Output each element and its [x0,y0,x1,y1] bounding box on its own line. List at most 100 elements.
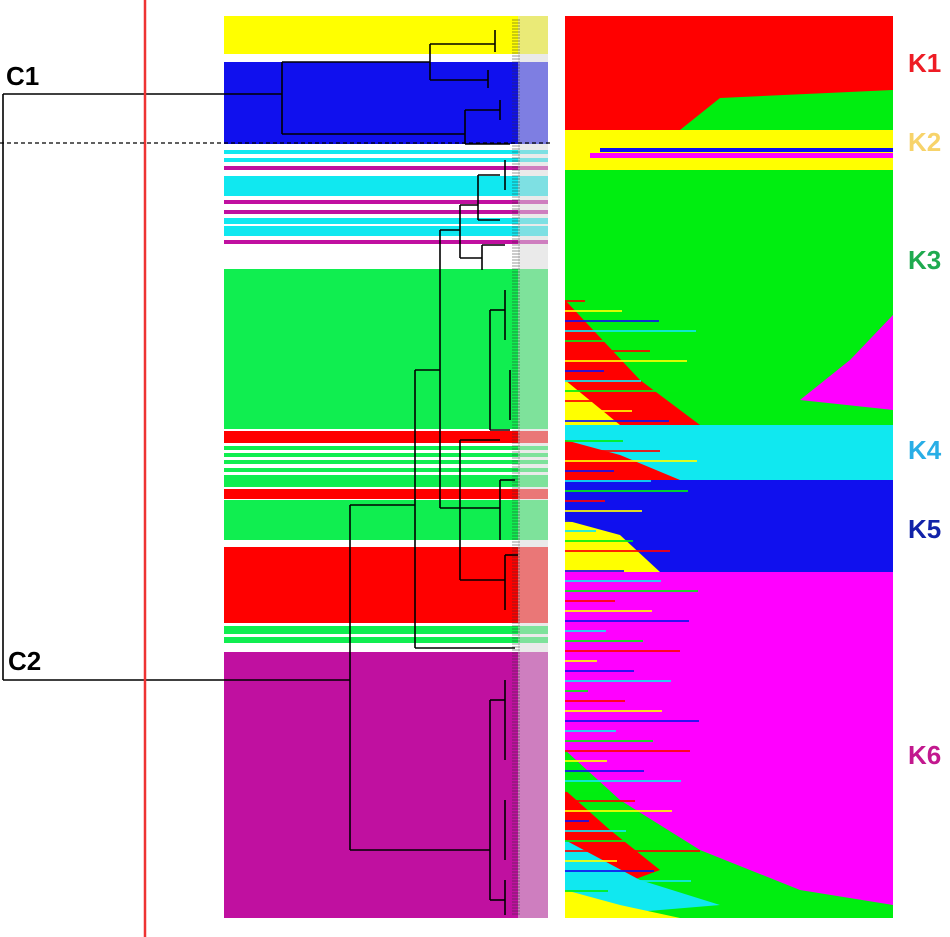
admixture-streak [565,370,604,372]
dendrogram-strip [224,218,548,224]
k3-admixture-red [565,300,700,425]
admixture-streak [565,580,661,582]
admixture-streak [565,310,622,312]
admixture-streak [565,550,670,552]
dendrogram-strip [224,240,548,244]
k6-admixture-green [565,750,893,918]
admixture-streak [565,560,587,562]
dendrogram-strip [224,176,548,196]
admixture-streak [565,520,679,522]
dendrogram-strip [224,210,548,214]
admixture-streak [565,790,598,792]
admixture-streak [565,860,617,862]
group-label-k5: K5 [908,514,942,544]
dendrogram-branches [2,19,520,915]
group-label-k3: K3 [908,245,942,275]
dendrogram-strip [224,62,548,144]
admixture-streak [565,590,698,592]
admixture-streak [565,490,688,492]
admixture-streak [565,510,642,512]
admixture-streak [565,610,652,612]
dendrogram-strip [224,489,548,499]
admixture-streak [565,540,633,542]
admixture-streak [565,700,625,702]
admixture-streak [565,450,660,452]
leaf-label-column [518,16,548,918]
admixture-streak [565,720,699,722]
admixture-streak [565,420,669,422]
admixture-streak [565,730,616,732]
admixture-streak [565,670,634,672]
dendrogram-strip [224,475,548,487]
k6-admixture-yellow [565,890,680,918]
admixture-streak [565,890,608,892]
admixture-streak [565,570,624,572]
dendrogram-strip [224,431,548,443]
dendrogram-strip [224,200,548,204]
cluster-label-c2: C2 [8,646,42,676]
admixture-streak [565,390,678,392]
k1-admixture [680,90,893,130]
dendrogram-strip [224,500,548,540]
admixture-streak [565,840,663,842]
structure-admixture-plot [565,16,893,918]
group-label-k6: K6 [908,740,942,770]
dendrogram-strip [224,16,548,54]
admixture-streak [565,760,607,762]
admixture-streak [565,650,680,652]
admixture-streak [565,470,614,472]
admixture-streak [565,780,681,782]
admixture-streak [565,690,588,692]
dendrogram-strip [224,626,548,634]
group-label-k1: K1 [908,48,942,78]
admixture-streak [565,710,662,712]
cluster-label-c1: C1 [6,61,40,91]
dendrogram-strip [224,166,548,170]
dendrogram-strip [224,547,548,623]
k2-admixture [600,148,893,152]
admixture-streak [565,430,586,432]
admixture-streak [565,660,597,662]
admixture-streak [565,800,635,802]
admixture-streak [565,330,696,332]
group-label-k2: K2 [908,127,942,157]
admixture-streak [565,480,651,482]
admixture-streak [565,530,596,532]
k6-admixture-cyan [565,840,720,918]
admixture-streak [565,380,641,382]
dendrogram-strip [224,446,548,450]
admixture-streak [565,630,606,632]
admixture-streak [565,410,632,412]
admixture-streak [565,680,671,682]
admixture-streak [565,620,689,622]
admixture-streak [565,770,644,772]
admixture-streak [565,750,690,752]
admixture-streak [565,360,687,362]
dendrogram-strip [224,637,548,643]
admixture-streak [565,850,700,852]
admixture-streak [565,400,595,402]
dendrogram-strip [224,150,548,154]
admixture-streak [565,640,643,642]
admixture-streak [565,600,615,602]
dendrogram-strip [224,468,548,472]
admixture-streak [565,740,653,742]
admixture-streak [565,880,691,882]
admixture-streak [565,830,626,832]
dendrogram-strip [224,226,548,236]
admixture-streak [565,460,697,462]
admixture-streak [565,300,585,302]
admixture-streak [565,500,605,502]
admixture-streak [565,870,654,872]
group-label-k4: K4 [908,435,942,465]
dendrogram-strip [224,460,548,464]
dendrogram-strip [224,652,548,918]
admixture-streak [565,350,650,352]
k2-admixture [590,153,893,158]
dendrogram-strip [224,158,548,162]
dendrogram-strip [224,269,548,429]
admixture-streak [565,810,672,812]
k5-admixture [565,520,660,572]
admixture-streak [565,340,613,342]
